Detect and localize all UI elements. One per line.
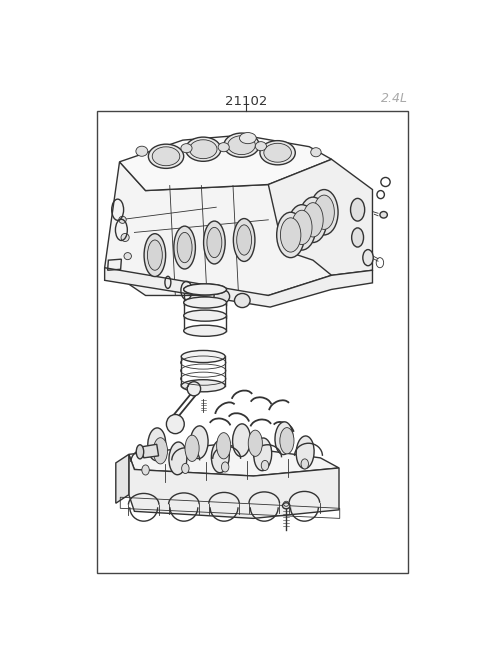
Ellipse shape xyxy=(276,212,305,257)
Ellipse shape xyxy=(216,433,231,459)
Ellipse shape xyxy=(299,197,327,242)
Circle shape xyxy=(181,464,189,474)
Ellipse shape xyxy=(352,228,363,247)
Ellipse shape xyxy=(233,424,251,457)
Ellipse shape xyxy=(147,240,162,271)
Ellipse shape xyxy=(181,380,225,392)
Ellipse shape xyxy=(184,326,227,336)
Circle shape xyxy=(301,459,309,469)
Ellipse shape xyxy=(148,144,184,168)
Polygon shape xyxy=(142,444,158,458)
Ellipse shape xyxy=(280,428,294,454)
Ellipse shape xyxy=(177,233,192,263)
Ellipse shape xyxy=(184,297,227,308)
Ellipse shape xyxy=(148,428,166,460)
Ellipse shape xyxy=(211,440,229,473)
Ellipse shape xyxy=(218,143,229,152)
Ellipse shape xyxy=(136,146,148,157)
Ellipse shape xyxy=(214,290,229,303)
Ellipse shape xyxy=(184,310,227,321)
Ellipse shape xyxy=(190,426,208,458)
Ellipse shape xyxy=(154,438,168,464)
Polygon shape xyxy=(268,159,372,275)
Ellipse shape xyxy=(119,216,126,223)
Ellipse shape xyxy=(296,436,314,469)
Ellipse shape xyxy=(152,147,180,166)
Circle shape xyxy=(221,462,229,472)
Ellipse shape xyxy=(124,253,132,259)
Ellipse shape xyxy=(363,250,373,266)
Ellipse shape xyxy=(169,442,187,475)
Ellipse shape xyxy=(254,438,272,471)
Ellipse shape xyxy=(275,422,293,455)
Ellipse shape xyxy=(314,195,335,229)
Ellipse shape xyxy=(311,147,321,157)
Ellipse shape xyxy=(280,218,301,252)
Ellipse shape xyxy=(184,284,227,295)
Ellipse shape xyxy=(181,143,192,153)
Polygon shape xyxy=(116,455,129,503)
Circle shape xyxy=(261,460,269,470)
Ellipse shape xyxy=(204,221,225,264)
Ellipse shape xyxy=(237,225,252,255)
Ellipse shape xyxy=(288,205,316,250)
Ellipse shape xyxy=(187,382,201,396)
Polygon shape xyxy=(105,268,372,307)
Ellipse shape xyxy=(260,141,295,165)
Polygon shape xyxy=(120,135,332,191)
Ellipse shape xyxy=(181,350,225,363)
Circle shape xyxy=(142,465,149,475)
Ellipse shape xyxy=(144,234,166,276)
Ellipse shape xyxy=(190,140,217,159)
Ellipse shape xyxy=(184,284,227,295)
Ellipse shape xyxy=(234,293,250,308)
Ellipse shape xyxy=(121,233,129,242)
Ellipse shape xyxy=(228,136,255,155)
Ellipse shape xyxy=(186,137,221,161)
Polygon shape xyxy=(129,455,339,518)
Ellipse shape xyxy=(291,210,312,244)
Ellipse shape xyxy=(185,435,199,461)
Ellipse shape xyxy=(350,198,365,221)
Ellipse shape xyxy=(303,202,323,237)
Text: 2.4L: 2.4L xyxy=(381,92,408,105)
Ellipse shape xyxy=(167,415,184,434)
Ellipse shape xyxy=(248,430,263,457)
Ellipse shape xyxy=(264,143,291,162)
Ellipse shape xyxy=(240,132,256,143)
Bar xyxy=(97,111,408,573)
Ellipse shape xyxy=(282,503,290,509)
Ellipse shape xyxy=(380,212,387,218)
Ellipse shape xyxy=(174,226,195,269)
Ellipse shape xyxy=(310,189,338,235)
Ellipse shape xyxy=(136,445,144,459)
Polygon shape xyxy=(129,444,339,476)
Ellipse shape xyxy=(207,227,222,257)
Ellipse shape xyxy=(233,219,255,261)
Text: 21102: 21102 xyxy=(225,95,267,108)
Polygon shape xyxy=(105,162,332,295)
Ellipse shape xyxy=(255,141,266,151)
Ellipse shape xyxy=(224,133,259,157)
